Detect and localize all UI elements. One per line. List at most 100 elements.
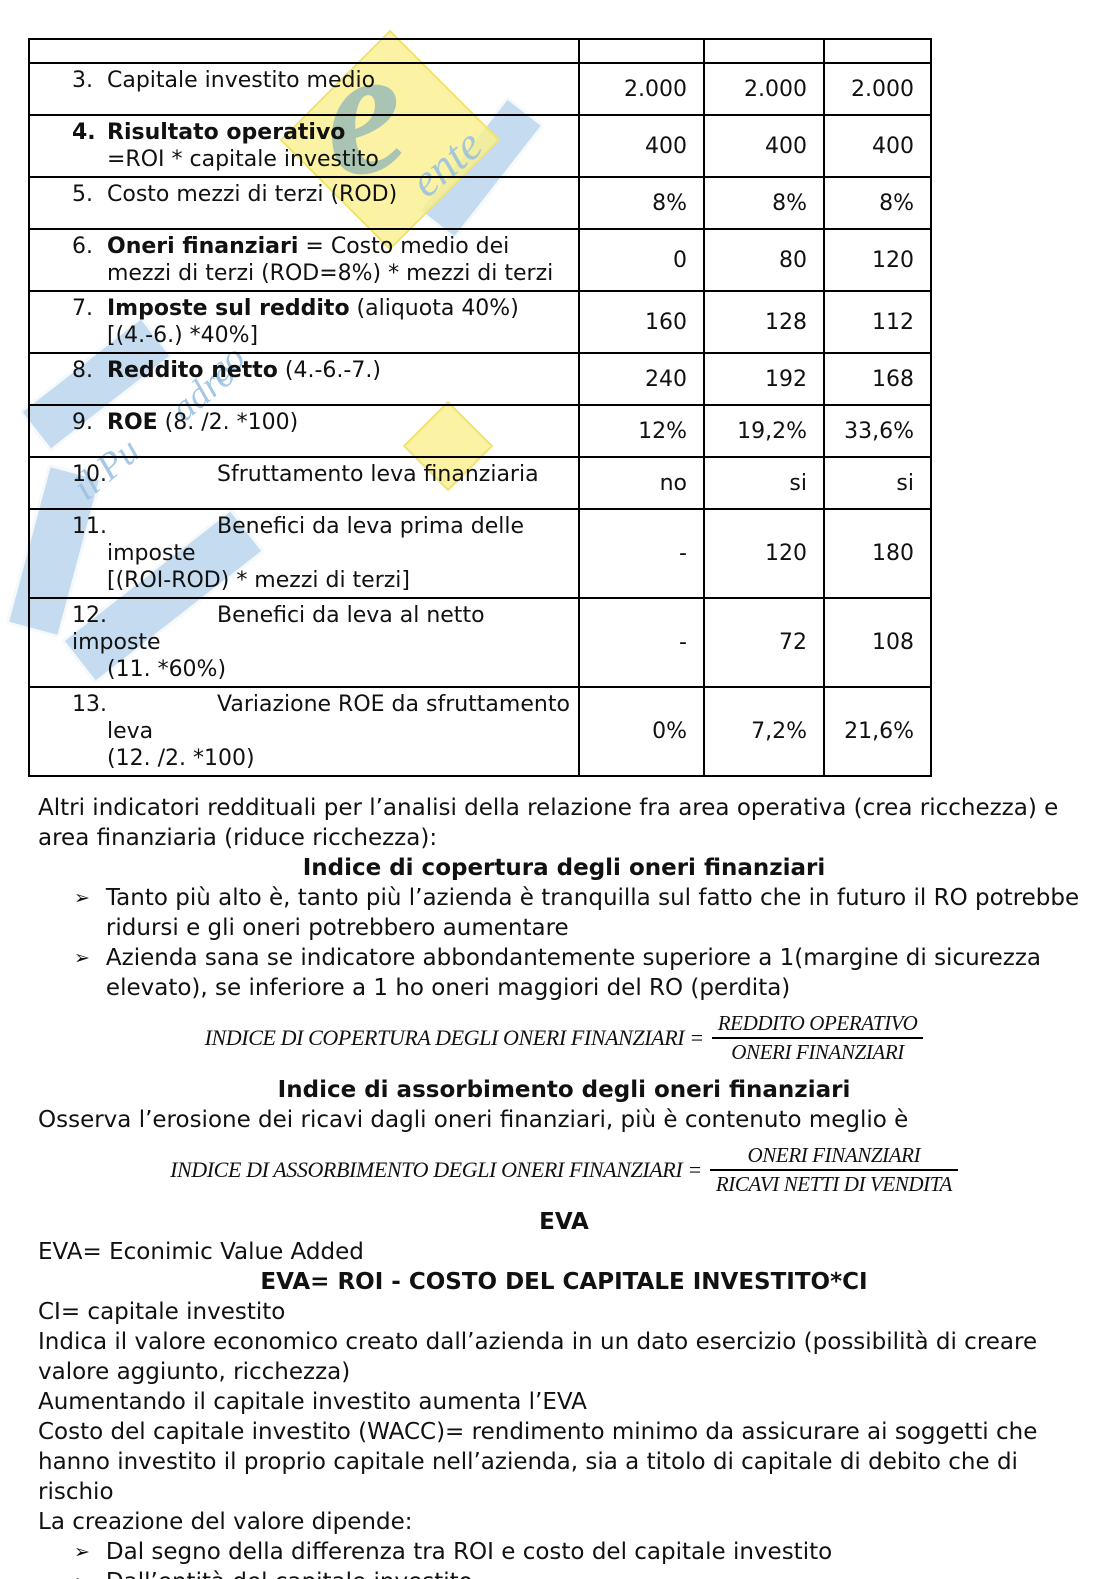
- table-row: 6. Oneri finanziari = Costo medio dei mezz…: [28, 228, 932, 292]
- formula-lhs: INDICE DI ASSORBIMENTO DEGLI ONERI FINAN…: [170, 1157, 702, 1182]
- table-cell-value: 192: [703, 352, 825, 406]
- row-number: 8.: [72, 358, 93, 383]
- table-cell-value: 112: [823, 290, 932, 354]
- row-number: 4.: [72, 120, 96, 145]
- bullet-item: ➢ Dall’entità del capitale investito: [74, 1567, 1090, 1579]
- row-number: 9.: [72, 410, 93, 435]
- table-row-label: 8. Reddito netto (4.-6.-7.): [28, 352, 580, 406]
- row-label-text: Capitale investito medio: [107, 68, 376, 93]
- row-label-text: Reddito netto: [107, 358, 278, 383]
- table-cell-value: 120: [703, 508, 825, 599]
- table-cell-value: 0%: [578, 686, 705, 777]
- table-header-row: [28, 38, 932, 64]
- row-label-text: leva: [107, 719, 154, 744]
- table-row: 12. Benefici da leva al netto imposte (11.…: [28, 597, 932, 688]
- bullet-item: ➢ Dal segno della differenza tra ROI e co…: [74, 1537, 1090, 1567]
- bullet-arrow-icon: ➢: [74, 1567, 90, 1579]
- table-cell-value: 240: [578, 352, 705, 406]
- table-cell-value: 108: [823, 597, 932, 688]
- section-heading: EVA: [539, 1209, 589, 1235]
- row-label-text: [(4.-6.) *40%]: [107, 323, 259, 348]
- paragraph: Costo del capitale investito (WACC)= ren…: [38, 1419, 1038, 1505]
- table-cell-value: si: [703, 456, 825, 510]
- table-cell-value: 180: [823, 508, 932, 599]
- table-cell-value: 400: [823, 114, 932, 178]
- row-label-text: Oneri finanziari: [107, 234, 299, 259]
- row-label-text: (11. *60%): [107, 657, 227, 682]
- table-cell-value: 400: [703, 114, 825, 178]
- table-cell-value: 8%: [703, 176, 825, 230]
- paragraph: EVA= Econimic Value Added: [38, 1239, 364, 1265]
- table-cell-value: 7,2%: [703, 686, 825, 777]
- section-heading: Indice di copertura degli oneri finanzia…: [302, 855, 826, 881]
- row-number: 11.: [72, 514, 107, 539]
- fraction-numerator: ONERI FINANZIARI: [709, 1143, 958, 1171]
- table-row: 7. Imposte sul reddito (aliquota 40%) [(4.…: [28, 290, 932, 354]
- row-number: 10.: [72, 462, 107, 487]
- section-heading: Indice di assorbimento degli oneri finan…: [277, 1077, 851, 1103]
- bullet-text: Dal segno della differenza tra ROI e cos…: [105, 1539, 833, 1565]
- bullet-item: ➢ Azienda sana se indicatore abbondanteme…: [74, 943, 1090, 1003]
- row-number: 12.: [72, 603, 107, 628]
- table-row-label: 5. Costo mezzi di terzi (ROD): [28, 176, 580, 230]
- row-number: 3.: [72, 68, 93, 93]
- table-cell-value: [703, 38, 825, 64]
- table-row-label: 4. Risultato operativo =ROI * capitale inv…: [28, 114, 580, 178]
- table-cell-value: 128: [703, 290, 825, 354]
- row-number: 7.: [72, 296, 93, 321]
- row-label-text: Imposte sul reddito: [107, 296, 350, 321]
- paragraph: Osserva l’erosione dei ricavi dagli oner…: [38, 1107, 909, 1133]
- table-row-label: 13. Variazione ROE da sfruttamento leva (12…: [28, 686, 580, 777]
- fraction-numerator: REDDITO OPERATIVO: [711, 1011, 924, 1039]
- row-label-text: Benefici da leva prima delle: [217, 514, 525, 539]
- formula-lhs: INDICE DI COPERTURA DEGLI ONERI FINANZIA…: [204, 1025, 705, 1050]
- table-row-label: 11. Benefici da leva prima delle imposte[(…: [28, 508, 580, 599]
- bullet-arrow-icon: ➢: [74, 1541, 90, 1563]
- table-cell-value: 72: [703, 597, 825, 688]
- table-row-label: 9. ROE (8. /2. *100): [28, 404, 580, 458]
- row-label-text: ROE: [107, 410, 158, 435]
- row-label-text: mezzi di terzi (ROD=8%) * mezzi di terzi: [107, 261, 554, 286]
- table-cell-value: -: [578, 597, 705, 688]
- paragraph: La creazione del valore dipende:: [38, 1509, 413, 1535]
- table-cell-value: 19,2%: [703, 404, 825, 458]
- table-cell-value: [823, 38, 932, 64]
- bullet-item: ➢ Tanto più alto è, tanto più l’azienda è…: [74, 883, 1090, 943]
- bullet-arrow-icon: ➢: [74, 887, 90, 909]
- row-label-text: Variazione ROE da sfruttamento: [217, 692, 570, 717]
- row-label-text: (8. /2. *100): [157, 410, 299, 435]
- table-row-label: 12. Benefici da leva al netto imposte (11.…: [28, 597, 580, 688]
- row-label-text: Costo mezzi di terzi (ROD): [107, 182, 398, 207]
- table-cell-value: 8%: [578, 176, 705, 230]
- row-label-text: Sfruttamento leva finanziaria: [217, 462, 539, 487]
- table-cell-value: 2.000: [578, 62, 705, 116]
- table-row: 10. Sfruttamento leva finanziaria no si si: [28, 456, 932, 510]
- formula: INDICE DI ASSORBIMENTO DEGLI ONERI FINAN…: [38, 1143, 1090, 1197]
- table-cell-value: -: [578, 508, 705, 599]
- row-label-text: imposte: [107, 541, 196, 566]
- table-row-label: 3. Capitale investito medio: [28, 62, 580, 116]
- table-cell-value: 120: [823, 228, 932, 292]
- fraction-denominator: ONERI FINANZIARI: [731, 1040, 904, 1064]
- row-label-text: (aliquota 40%): [349, 296, 519, 321]
- table-cell-value: 80: [703, 228, 825, 292]
- paragraph: Indica il valore economico creato dall’a…: [38, 1329, 1038, 1385]
- paragraph: CI= capitale investito: [38, 1299, 286, 1325]
- table-cell-value: 2.000: [703, 62, 825, 116]
- table-cell-value: 2.000: [823, 62, 932, 116]
- row-number: 13.: [72, 692, 107, 717]
- row-label-text: (12. /2. *100): [107, 746, 255, 771]
- table-cell-value: 160: [578, 290, 705, 354]
- table-cell-value: 33,6%: [823, 404, 932, 458]
- fraction-denominator: RICAVI NETTI DI VENDITA: [715, 1172, 953, 1196]
- table-cell-value: 21,6%: [823, 686, 932, 777]
- table-row: 3. Capitale investito medio 2.000 2.000 2.00…: [28, 62, 932, 116]
- row-label-text: = Costo medio dei: [298, 234, 510, 259]
- table-row-label: [28, 38, 580, 64]
- table-row-label: 10. Sfruttamento leva finanziaria: [28, 456, 580, 510]
- bullet-arrow-icon: ➢: [74, 947, 90, 969]
- bullet-text: Azienda sana se indicatore abbondantemen…: [105, 945, 1042, 1001]
- table-cell-value: 400: [578, 114, 705, 178]
- row-label-text: (4.-6.-7.): [277, 358, 381, 383]
